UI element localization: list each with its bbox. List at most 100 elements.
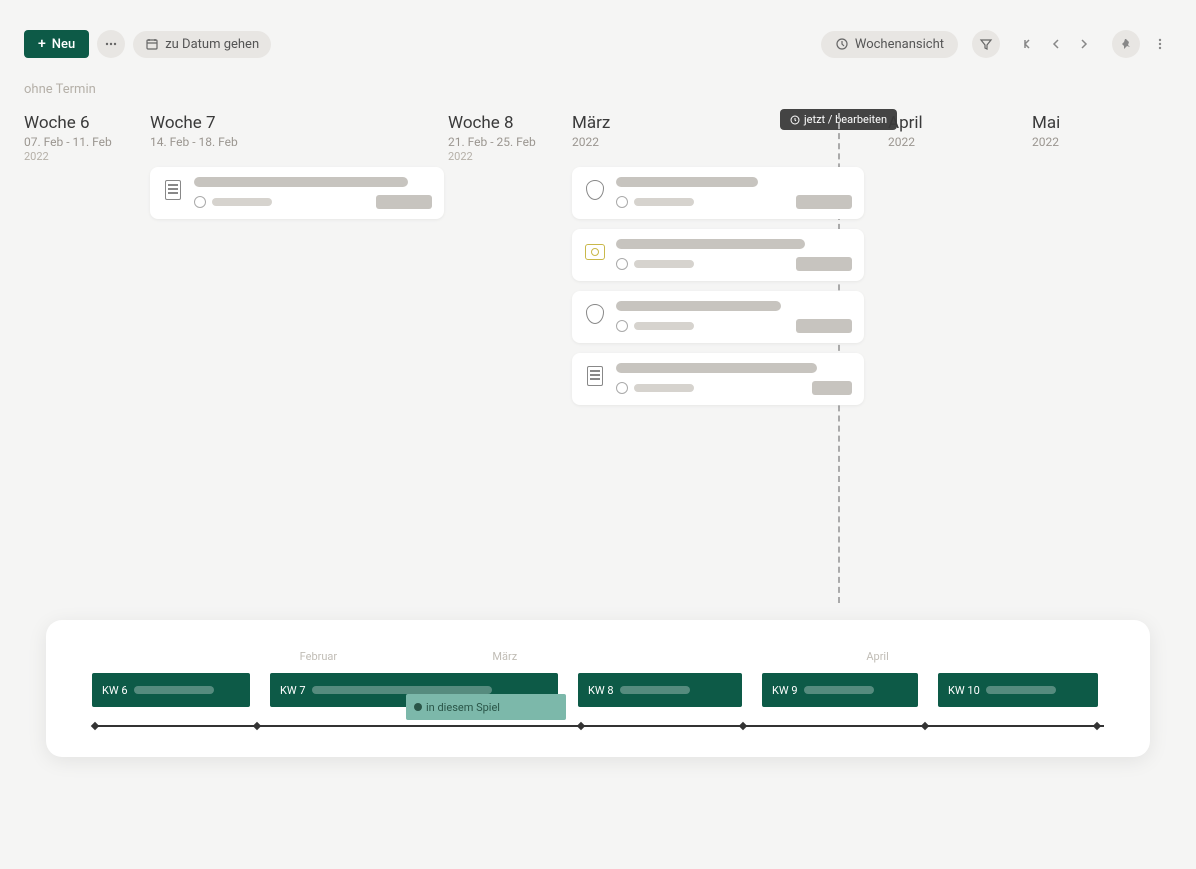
document-icon xyxy=(584,365,606,387)
tl-label: März xyxy=(475,650,535,663)
timeline-bar[interactable]: KW 9 xyxy=(762,673,918,707)
card-title-placeholder xyxy=(616,363,817,373)
pin-icon xyxy=(1119,37,1133,51)
card-title-placeholder xyxy=(194,177,408,187)
col-title-week7: Woche 7 xyxy=(150,113,444,133)
meta-placeholder xyxy=(634,384,694,392)
nav-next-button[interactable] xyxy=(1072,32,1096,56)
view-icon xyxy=(835,37,849,51)
col-year-week8: 2022 xyxy=(448,150,568,163)
dots-icon xyxy=(104,37,118,51)
timeline-panel: Februar März April KW 6 KW 7 KW 8 KW 9 K… xyxy=(46,620,1150,757)
col-year-april: 2022 xyxy=(888,135,1028,149)
nav-first-button[interactable] xyxy=(1016,32,1040,56)
chevron-right-icon xyxy=(1077,37,1091,51)
chevron-first-icon xyxy=(1021,37,1035,51)
tl-sub-label: in diesem Spiel xyxy=(426,701,500,714)
card-badge xyxy=(812,381,852,395)
pin-button[interactable] xyxy=(1112,30,1140,58)
avatar-icon xyxy=(616,382,628,394)
goto-date-label: zu Datum gehen xyxy=(165,37,259,52)
col-year-week6: 2022 xyxy=(24,150,146,163)
tl-bar-placeholder xyxy=(620,686,690,694)
tl-label xyxy=(1034,650,1094,663)
avatar-icon xyxy=(616,320,628,332)
column-week6: Woche 6 07. Feb - 11. Feb 2022 xyxy=(24,113,146,603)
card-badge xyxy=(796,257,852,271)
card-badge xyxy=(796,319,852,333)
card-marz-4[interactable] xyxy=(572,353,864,405)
timeline-bar[interactable]: KW 8 xyxy=(578,673,742,707)
meta-placeholder xyxy=(212,198,272,206)
tl-label xyxy=(102,650,162,663)
options-button[interactable] xyxy=(97,30,125,58)
avatar-icon xyxy=(616,196,628,208)
avatar-icon xyxy=(616,258,628,270)
card-title-placeholder xyxy=(616,239,805,249)
tl-bar-label: KW 9 xyxy=(772,684,798,697)
new-button[interactable]: Neu xyxy=(24,30,89,58)
tl-bar-placeholder xyxy=(804,686,874,694)
meta-placeholder xyxy=(634,260,694,268)
view-toggle-button[interactable]: Wochenansicht xyxy=(821,31,958,58)
column-week8: Woche 8 21. Feb - 25. Feb 2022 xyxy=(448,113,568,603)
col-year-marz: 2022 xyxy=(572,135,864,149)
section-label: ohne Termin xyxy=(0,82,1196,97)
shield-icon xyxy=(584,179,606,201)
column-mai: Mai 2022 xyxy=(1032,113,1152,603)
chevron-left-icon xyxy=(1049,37,1063,51)
tl-bar-label: KW 10 xyxy=(948,684,980,697)
filter-icon xyxy=(979,37,993,51)
money-icon xyxy=(584,241,606,263)
column-april: April 2022 xyxy=(888,113,1028,603)
col-title-mai: Mai xyxy=(1032,113,1152,133)
col-title-marz: März xyxy=(572,113,864,133)
timeline-sub-bar[interactable]: in diesem Spiel xyxy=(406,694,566,720)
tl-bar-placeholder xyxy=(312,686,492,694)
col-title-april: April xyxy=(888,113,1028,133)
col-title-week8: Woche 8 xyxy=(448,113,568,133)
card-title-placeholder xyxy=(616,177,758,187)
card-marz-3[interactable] xyxy=(572,291,864,343)
col-range-week8: 21. Feb - 25. Feb xyxy=(448,135,568,149)
column-week7: Woche 7 14. Feb - 18. Feb xyxy=(150,113,444,603)
shield-icon xyxy=(584,303,606,325)
col-title-week6: Woche 6 xyxy=(24,113,146,133)
timeline-labels: Februar März April xyxy=(92,650,1104,663)
card-marz-2[interactable] xyxy=(572,229,864,281)
nav-prev-button[interactable] xyxy=(1044,32,1068,56)
avatar-icon xyxy=(194,196,206,208)
tl-bar-label: KW 7 xyxy=(280,684,306,697)
tl-label xyxy=(661,650,721,663)
timeline-bar[interactable]: KW 6 xyxy=(92,673,250,707)
card-badge xyxy=(796,195,852,209)
card-badge xyxy=(376,195,432,209)
meta-placeholder xyxy=(634,322,694,330)
nav-group xyxy=(1016,32,1096,56)
tl-label: Februar xyxy=(288,650,348,663)
goto-date-button[interactable]: zu Datum gehen xyxy=(133,31,271,58)
card-marz-1[interactable] xyxy=(572,167,864,219)
timeline-bar[interactable]: KW 10 xyxy=(938,673,1098,707)
tl-label: April xyxy=(848,650,908,663)
tl-bar-label: KW 6 xyxy=(102,684,128,697)
tl-bar-placeholder xyxy=(134,686,214,694)
tl-bar-label: KW 8 xyxy=(588,684,614,697)
tl-bar-placeholder xyxy=(986,686,1056,694)
filter-button[interactable] xyxy=(972,30,1000,58)
columns-container: jetzt / bearbeiten Woche 6 07. Feb - 11.… xyxy=(0,113,1196,603)
document-icon xyxy=(162,179,184,201)
card-week7-1[interactable] xyxy=(150,167,444,219)
view-label: Wochenansicht xyxy=(855,37,944,52)
calendar-icon xyxy=(145,37,159,51)
more-button[interactable] xyxy=(1148,32,1172,56)
meta-placeholder xyxy=(634,198,694,206)
more-icon xyxy=(1153,37,1167,51)
top-toolbar: Neu zu Datum gehen Wochenansicht xyxy=(0,0,1196,70)
col-range-week7: 14. Feb - 18. Feb xyxy=(150,135,444,149)
col-range-week6: 07. Feb - 11. Feb xyxy=(24,135,146,149)
column-marz: März 2022 xyxy=(572,113,864,603)
col-year-mai: 2022 xyxy=(1032,135,1152,149)
timeline-ruler xyxy=(92,725,1104,727)
timeline-bars: KW 6 KW 7 KW 8 KW 9 KW 10 xyxy=(92,673,1104,707)
